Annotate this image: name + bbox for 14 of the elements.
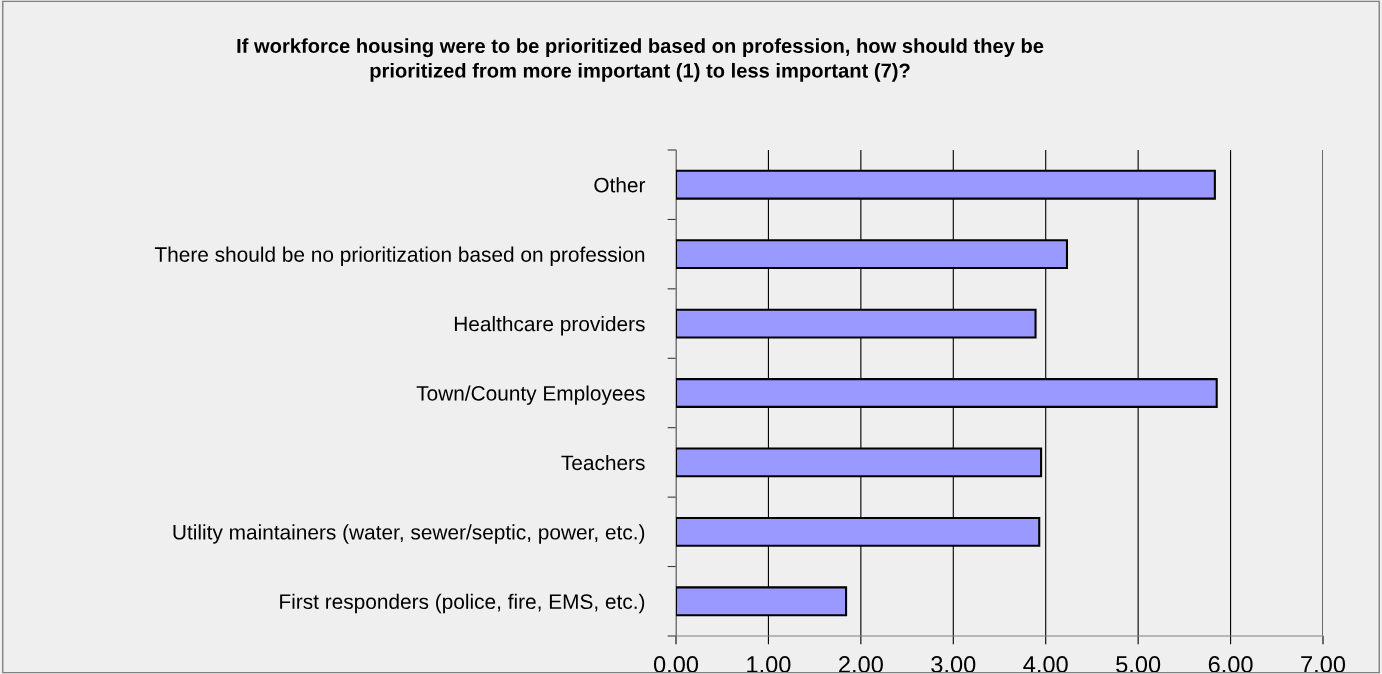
y-tick-label: Healthcare providers [454, 316, 645, 336]
x-tick-label: 5.00 [1116, 656, 1161, 673]
x-tick-label: 3.00 [931, 656, 976, 673]
y-tick-label: Utility maintainers (water, sewer/septic, power, etc.) [173, 524, 645, 544]
x-tick-label: 0.00 [653, 656, 699, 673]
y-tick-label: There should be no prioritization based on profession [154, 246, 645, 267]
x-tick-label: 6.00 [1208, 656, 1253, 673]
y-tick-label: Teachers [561, 454, 645, 471]
y-tick-label: First responders (police, fire, EMS, etc.) [280, 593, 645, 614]
x-tick-label: 4.00 [1023, 656, 1068, 673]
y-tick-label: Other [594, 177, 646, 193]
x-tick-label: 7.00 [1301, 656, 1346, 673]
y-tick-label: Town/County Employees [416, 385, 645, 405]
chart-title: If workforce housing were to be prioritized based on profession, how should they be prioritized from more important (1) to less important (7)? [237, 38, 1044, 82]
